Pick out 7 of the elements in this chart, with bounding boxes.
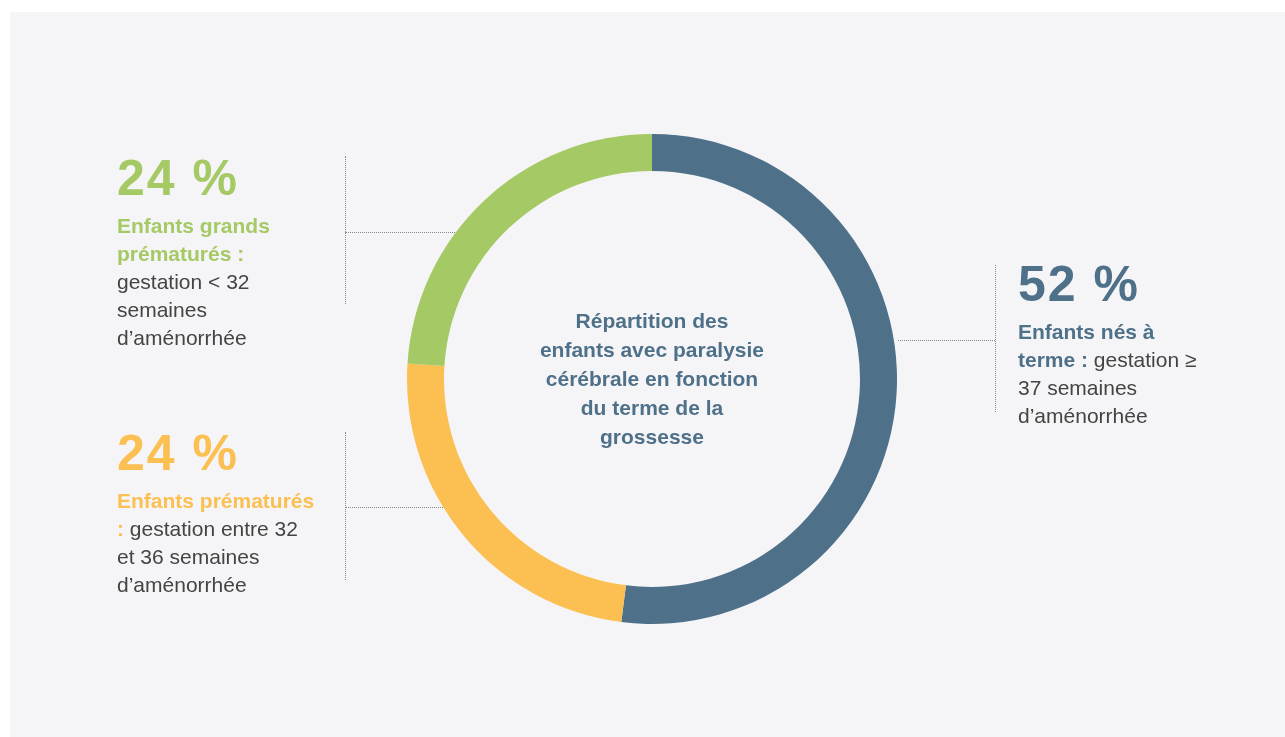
slice-label: Enfants grands prématurés : gestation < 32 semaines d’aménorrhée: [117, 214, 270, 349]
data-label: 24 %: [117, 150, 240, 206]
slice-label: Enfants prématurés : gestation entre 32 et 36 semaines d’aménorrhée: [117, 489, 315, 596]
text: Répartition des enfants avec paralysie cérébrale en fonction du terme de la grossesse: [538, 308, 766, 450]
data-label: 52 %: [1018, 256, 1141, 312]
data-label: 24 %: [117, 425, 240, 481]
slice-label: Enfants nés à terme : gestation ≥ 37 semaines d’aménorrhée: [1018, 320, 1197, 427]
